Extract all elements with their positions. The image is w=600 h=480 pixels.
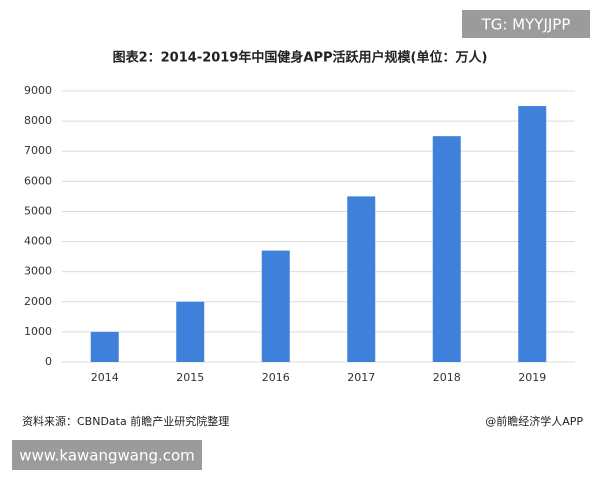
x-tick-label: 2016 — [262, 371, 290, 384]
bar — [261, 250, 290, 362]
bar — [90, 331, 119, 362]
overlay-box — [12, 440, 202, 470]
y-tick-label: 6000 — [24, 174, 52, 187]
y-tick-label: 7000 — [24, 144, 52, 157]
y-tick-label: 3000 — [24, 265, 52, 278]
y-tick-label: 1000 — [24, 325, 52, 338]
y-tick-label: 8000 — [24, 114, 52, 127]
x-tick-label: 2015 — [176, 371, 204, 384]
bar — [347, 196, 376, 362]
x-tick-label: 2014 — [91, 371, 119, 384]
x-tick-label: 2019 — [518, 371, 546, 384]
overlay-text: www.kawangwang.com — [19, 447, 195, 465]
x-tick-label: 2017 — [347, 371, 375, 384]
y-tick-label: 5000 — [24, 204, 52, 217]
y-tick-label: 4000 — [24, 235, 52, 248]
credit: @前瞻经济学人APP — [485, 414, 583, 428]
y-tick-label: 2000 — [24, 295, 52, 308]
y-tick-label: 9000 — [24, 84, 52, 97]
bar — [432, 136, 461, 362]
overlay-box — [462, 10, 590, 38]
overlay-text: TG: MYYJJPP — [481, 16, 571, 34]
y-tick-label: 0 — [45, 355, 52, 368]
chart-title: 图表2：2014-2019年中国健身APP活跃用户规模(单位：万人) — [113, 50, 488, 66]
bar — [176, 301, 205, 362]
x-tick-label: 2018 — [433, 371, 461, 384]
bar — [518, 106, 547, 362]
source: 资料来源：CBNData 前瞻产业研究院整理 — [22, 414, 229, 428]
